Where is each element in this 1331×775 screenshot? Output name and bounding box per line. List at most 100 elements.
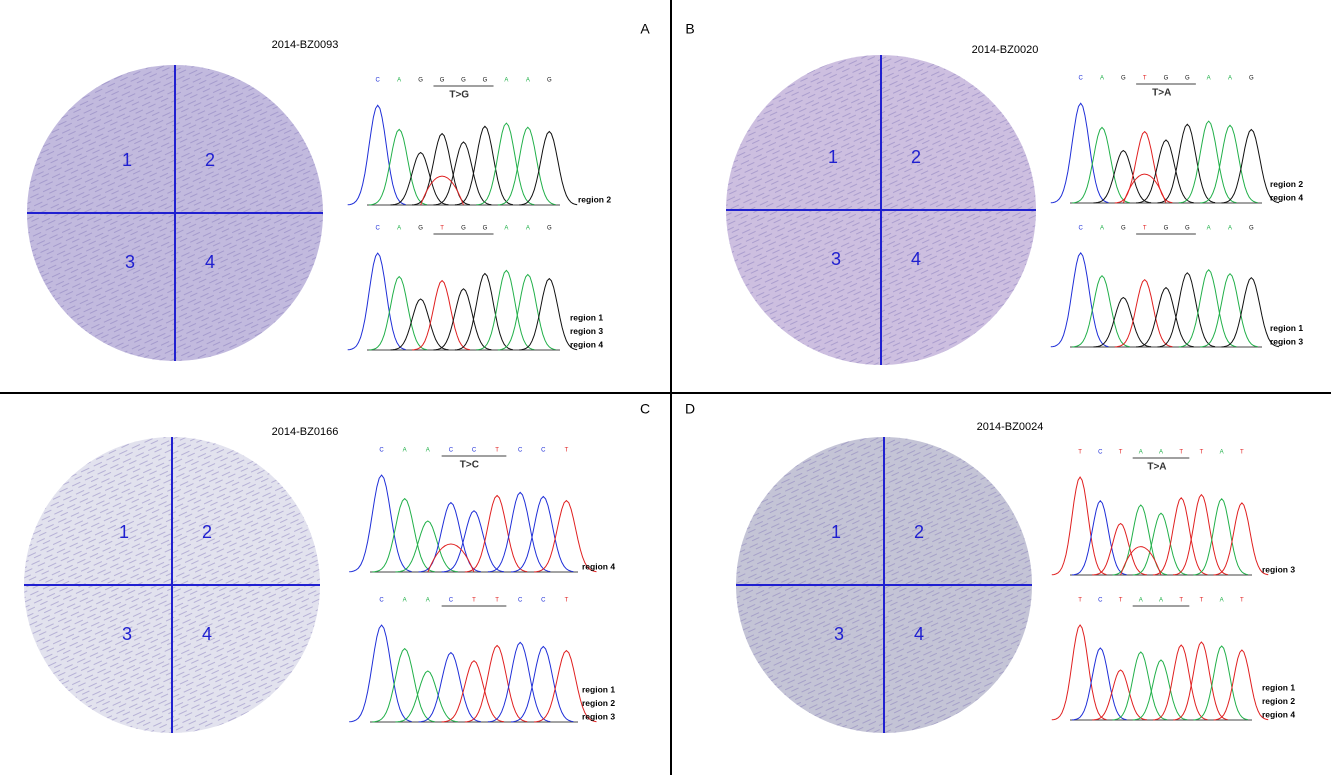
base-call: C xyxy=(472,448,477,454)
base-call: G xyxy=(440,78,445,84)
base-call: G xyxy=(418,226,423,232)
base-call: G xyxy=(1249,226,1254,232)
base-call: C xyxy=(1098,450,1103,456)
base-call: A xyxy=(1220,598,1224,604)
region-label: region 3 xyxy=(570,326,603,336)
base-call: C xyxy=(376,226,381,232)
chromatogram-peak xyxy=(1050,252,1109,348)
chromatogram-peak xyxy=(1072,126,1130,204)
base-call: T xyxy=(440,226,444,232)
base-call: T xyxy=(472,598,476,604)
chromatogram-peak xyxy=(1132,659,1188,721)
chromatogram-peak xyxy=(433,288,492,351)
chromatogram-peak xyxy=(1157,272,1216,348)
base-call: A xyxy=(426,448,430,454)
chromatogram-peak xyxy=(1178,120,1237,204)
quadrant-label: 3 xyxy=(125,252,135,272)
chromatogram-peak xyxy=(1213,649,1269,721)
region-label: region 3 xyxy=(1262,564,1295,574)
sample-id: 2014-BZ0024 xyxy=(977,421,1044,433)
chromatogram-peak xyxy=(418,651,481,723)
region-label: region 3 xyxy=(1270,336,1303,346)
chromatogram-peak xyxy=(487,491,551,573)
chromatogram-peak xyxy=(497,273,556,351)
region-label: region 2 xyxy=(1270,179,1303,189)
base-call: T xyxy=(1200,450,1204,456)
base-call: A xyxy=(504,226,508,232)
base-call: A xyxy=(1159,450,1163,456)
base-call: G xyxy=(1164,76,1169,82)
chromatogram-peak xyxy=(1051,624,1107,721)
quadrant-label: 2 xyxy=(911,147,921,167)
chromatogram-peak xyxy=(1093,149,1152,204)
mutation-label: T>A xyxy=(1147,462,1166,473)
chromatogram-peak xyxy=(1221,276,1280,348)
chromatogram-peak xyxy=(372,497,435,573)
base-call: G xyxy=(547,78,552,84)
quadrant-label: 2 xyxy=(205,150,215,170)
base-call: T xyxy=(1179,598,1183,604)
base-call: T xyxy=(565,448,569,454)
quadrant-label: 1 xyxy=(828,147,838,167)
base-call: C xyxy=(1098,598,1103,604)
base-call: G xyxy=(483,78,488,84)
base-call: G xyxy=(1121,76,1126,82)
chromatogram-peak xyxy=(1136,139,1194,204)
base-call: T xyxy=(1078,450,1082,456)
chromatogram-peak xyxy=(1112,651,1168,721)
base-call: C xyxy=(541,448,546,454)
region-label: region 3 xyxy=(582,711,615,721)
base-call: G xyxy=(1249,76,1254,82)
mutant-peak xyxy=(420,175,464,206)
chromatogram-peak xyxy=(1051,476,1107,576)
chromatogram-peak xyxy=(1193,498,1249,576)
base-call: T xyxy=(1240,598,1244,604)
base-call: A xyxy=(526,226,530,232)
chromatogram-peak xyxy=(1193,645,1249,721)
base-call: A xyxy=(403,598,407,604)
base-call: T xyxy=(1078,598,1082,604)
mutation-label: T>G xyxy=(449,90,469,101)
chromatogram-peak xyxy=(1213,502,1269,576)
region-label: region 4 xyxy=(570,339,603,349)
chromatogram-peak xyxy=(390,151,449,206)
base-call: G xyxy=(1185,76,1190,82)
base-call: T xyxy=(1240,450,1244,456)
chromatogram-peak xyxy=(1173,493,1228,576)
chromatogram-peak xyxy=(1092,522,1147,576)
base-call: T xyxy=(1143,226,1147,232)
mutant-peak xyxy=(1122,173,1167,204)
base-call: T xyxy=(1179,450,1183,456)
chromatogram-peak xyxy=(347,104,406,206)
quadrant-label: 4 xyxy=(914,624,924,644)
quadrant-label: 3 xyxy=(122,624,132,644)
chromatogram-peak xyxy=(372,647,435,723)
chromatogram-peak xyxy=(454,125,513,206)
chromatogram-peak xyxy=(454,272,513,351)
base-call: A xyxy=(1207,226,1211,232)
base-call: A xyxy=(1159,598,1163,604)
chromatogram-peak xyxy=(1200,124,1258,204)
base-call: A xyxy=(403,448,407,454)
quadrant-label: 2 xyxy=(202,522,212,542)
chromatogram-peak xyxy=(1152,497,1208,576)
base-call: C xyxy=(541,598,546,604)
chromatogram-peak xyxy=(1072,274,1130,348)
chromatogram-peak xyxy=(395,520,458,573)
chromatogram-peak xyxy=(510,645,574,723)
chromatogram-peak xyxy=(349,474,412,573)
chromatogram-peak xyxy=(476,122,535,206)
panel-letter: D xyxy=(685,401,695,417)
base-call: A xyxy=(526,78,530,84)
region-label: region 4 xyxy=(1262,709,1295,719)
quadrant-label: 4 xyxy=(911,249,921,269)
base-call: T xyxy=(565,598,569,604)
chromatogram-peak xyxy=(519,130,578,206)
base-call: T xyxy=(1119,450,1123,456)
sample-id: 2014-BZ0093 xyxy=(272,39,339,51)
base-call: C xyxy=(379,598,384,604)
chromatogram-peak xyxy=(441,510,505,573)
chromatogram-peak xyxy=(1050,102,1109,204)
region-label: region 1 xyxy=(582,684,615,694)
